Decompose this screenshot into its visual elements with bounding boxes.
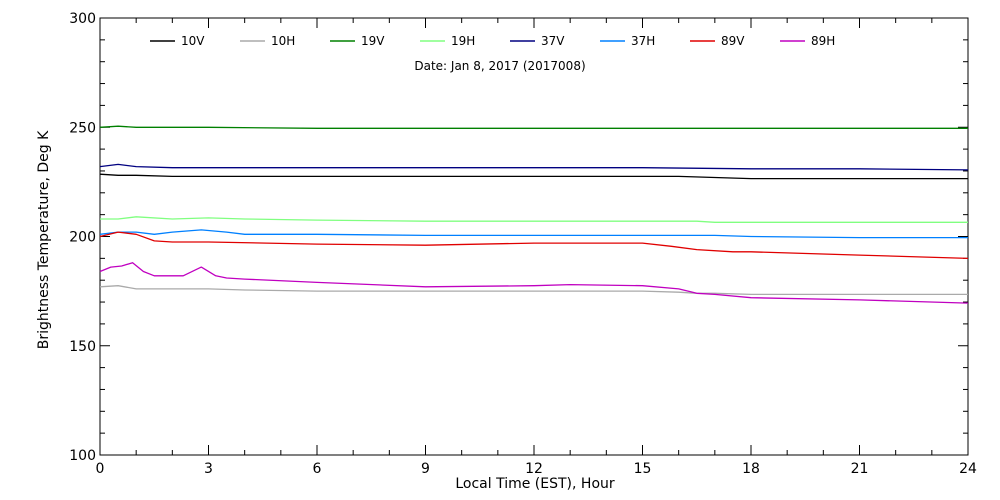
y-tick-label: 200 [69,230,96,246]
axis-ticks: 0 3 6 9 12 15 18 21 24 100 150 200 250 300 [69,11,977,477]
x-tick-label: 9 [421,461,430,477]
x-tick-label: 21 [851,461,869,477]
series-line-19h [100,216,968,223]
legend: 10V 10H 19V 19H 37V 37H 89V 89H [150,34,835,48]
series-line-10v [99,173,968,180]
x-tick-label: 15 [634,461,652,477]
series-line-19v [99,125,968,129]
x-tick-label: 0 [96,461,105,477]
series-line-37h [99,229,968,239]
x-axis-title: Local Time (EST), Hour [455,476,615,492]
legend-label-19v: 19V [361,34,385,48]
legend-label-19h: 19H [451,34,475,48]
plot-frame [99,17,969,456]
legend-label-37h: 37H [631,34,655,48]
legend-label-10h: 10H [271,34,295,48]
y-tick-label: 150 [69,339,96,355]
series-line-10h [99,285,968,296]
series-line-89v [99,231,969,260]
series-line-89h [99,262,969,304]
y-axis-title: Brightness Temperature, Deg K [36,130,52,349]
x-tick-label: 18 [742,461,760,477]
y-tick-label: 100 [69,448,96,464]
chart-subtitle: Date: Jan 8, 2017 (2017008) [414,59,585,73]
x-tick-label: 6 [313,461,322,477]
legend-label-89v: 89V [721,34,745,48]
y-tick-label: 300 [69,11,96,27]
x-tick-label: 24 [959,461,977,477]
series-line-37v [99,163,969,171]
x-tick-label: 3 [204,461,213,477]
legend-label-37v: 37V [541,34,565,48]
x-tick-label: 12 [525,461,543,477]
legend-label-89h: 89H [811,34,835,48]
y-tick-label: 250 [69,120,96,136]
series-group [99,125,969,304]
legend-label-10v: 10V [181,34,205,48]
